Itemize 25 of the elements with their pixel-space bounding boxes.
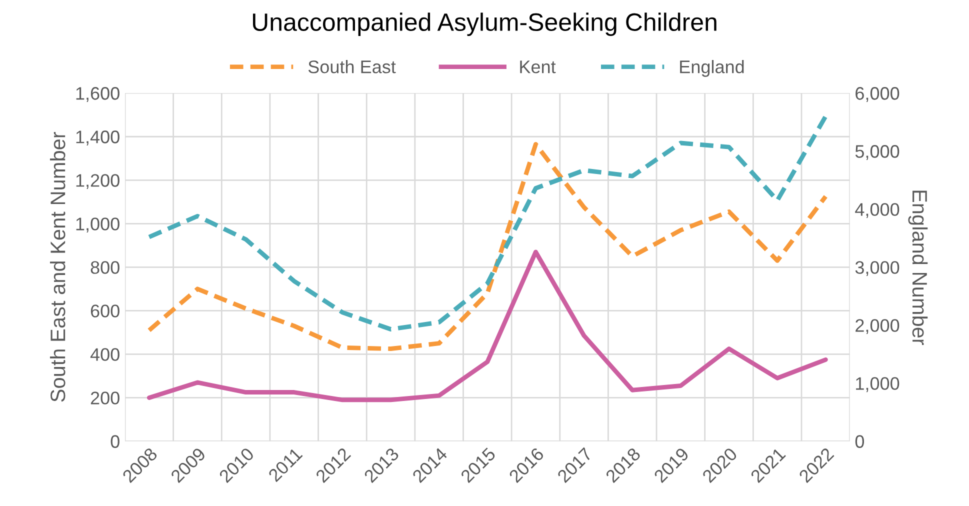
y2-tick-label: 0 (855, 435, 864, 448)
line-series (146, 250, 828, 402)
y2-tick-label: 4,000 (855, 203, 900, 218)
legend-label: Kent (520, 60, 556, 74)
y-tick-label: 1,400 (76, 130, 120, 146)
y-tick-label: 600 (90, 304, 120, 318)
line-series (146, 114, 828, 332)
y-tick-label: 800 (90, 261, 120, 274)
legend-label: England (680, 60, 744, 77)
y2-tick-label: 5,000 (855, 145, 900, 160)
chart-title: Unaccompanied Asylum-Seeking Children (252, 12, 716, 36)
y-tick-label: 200 (90, 392, 120, 404)
y2-axis-title: England Number (908, 190, 928, 345)
y-tick-label: 1,000 (76, 218, 120, 233)
y-tick-label: 400 (90, 348, 120, 361)
legend-label: South East (308, 60, 396, 74)
y2-tick-label: 3,000 (855, 261, 900, 276)
y-tick-label: 1,600 (76, 87, 120, 102)
y2-tick-label: 1,000 (856, 377, 900, 392)
y-tick-label: 0 (110, 435, 120, 448)
y2-tick-label: 2,000 (856, 319, 900, 334)
y-tick-label: 1,200 (76, 174, 120, 189)
y-axis-title: South East and Kent Number (50, 132, 66, 402)
y2-tick-label: 6,000 (856, 87, 900, 102)
line-series (146, 142, 828, 351)
